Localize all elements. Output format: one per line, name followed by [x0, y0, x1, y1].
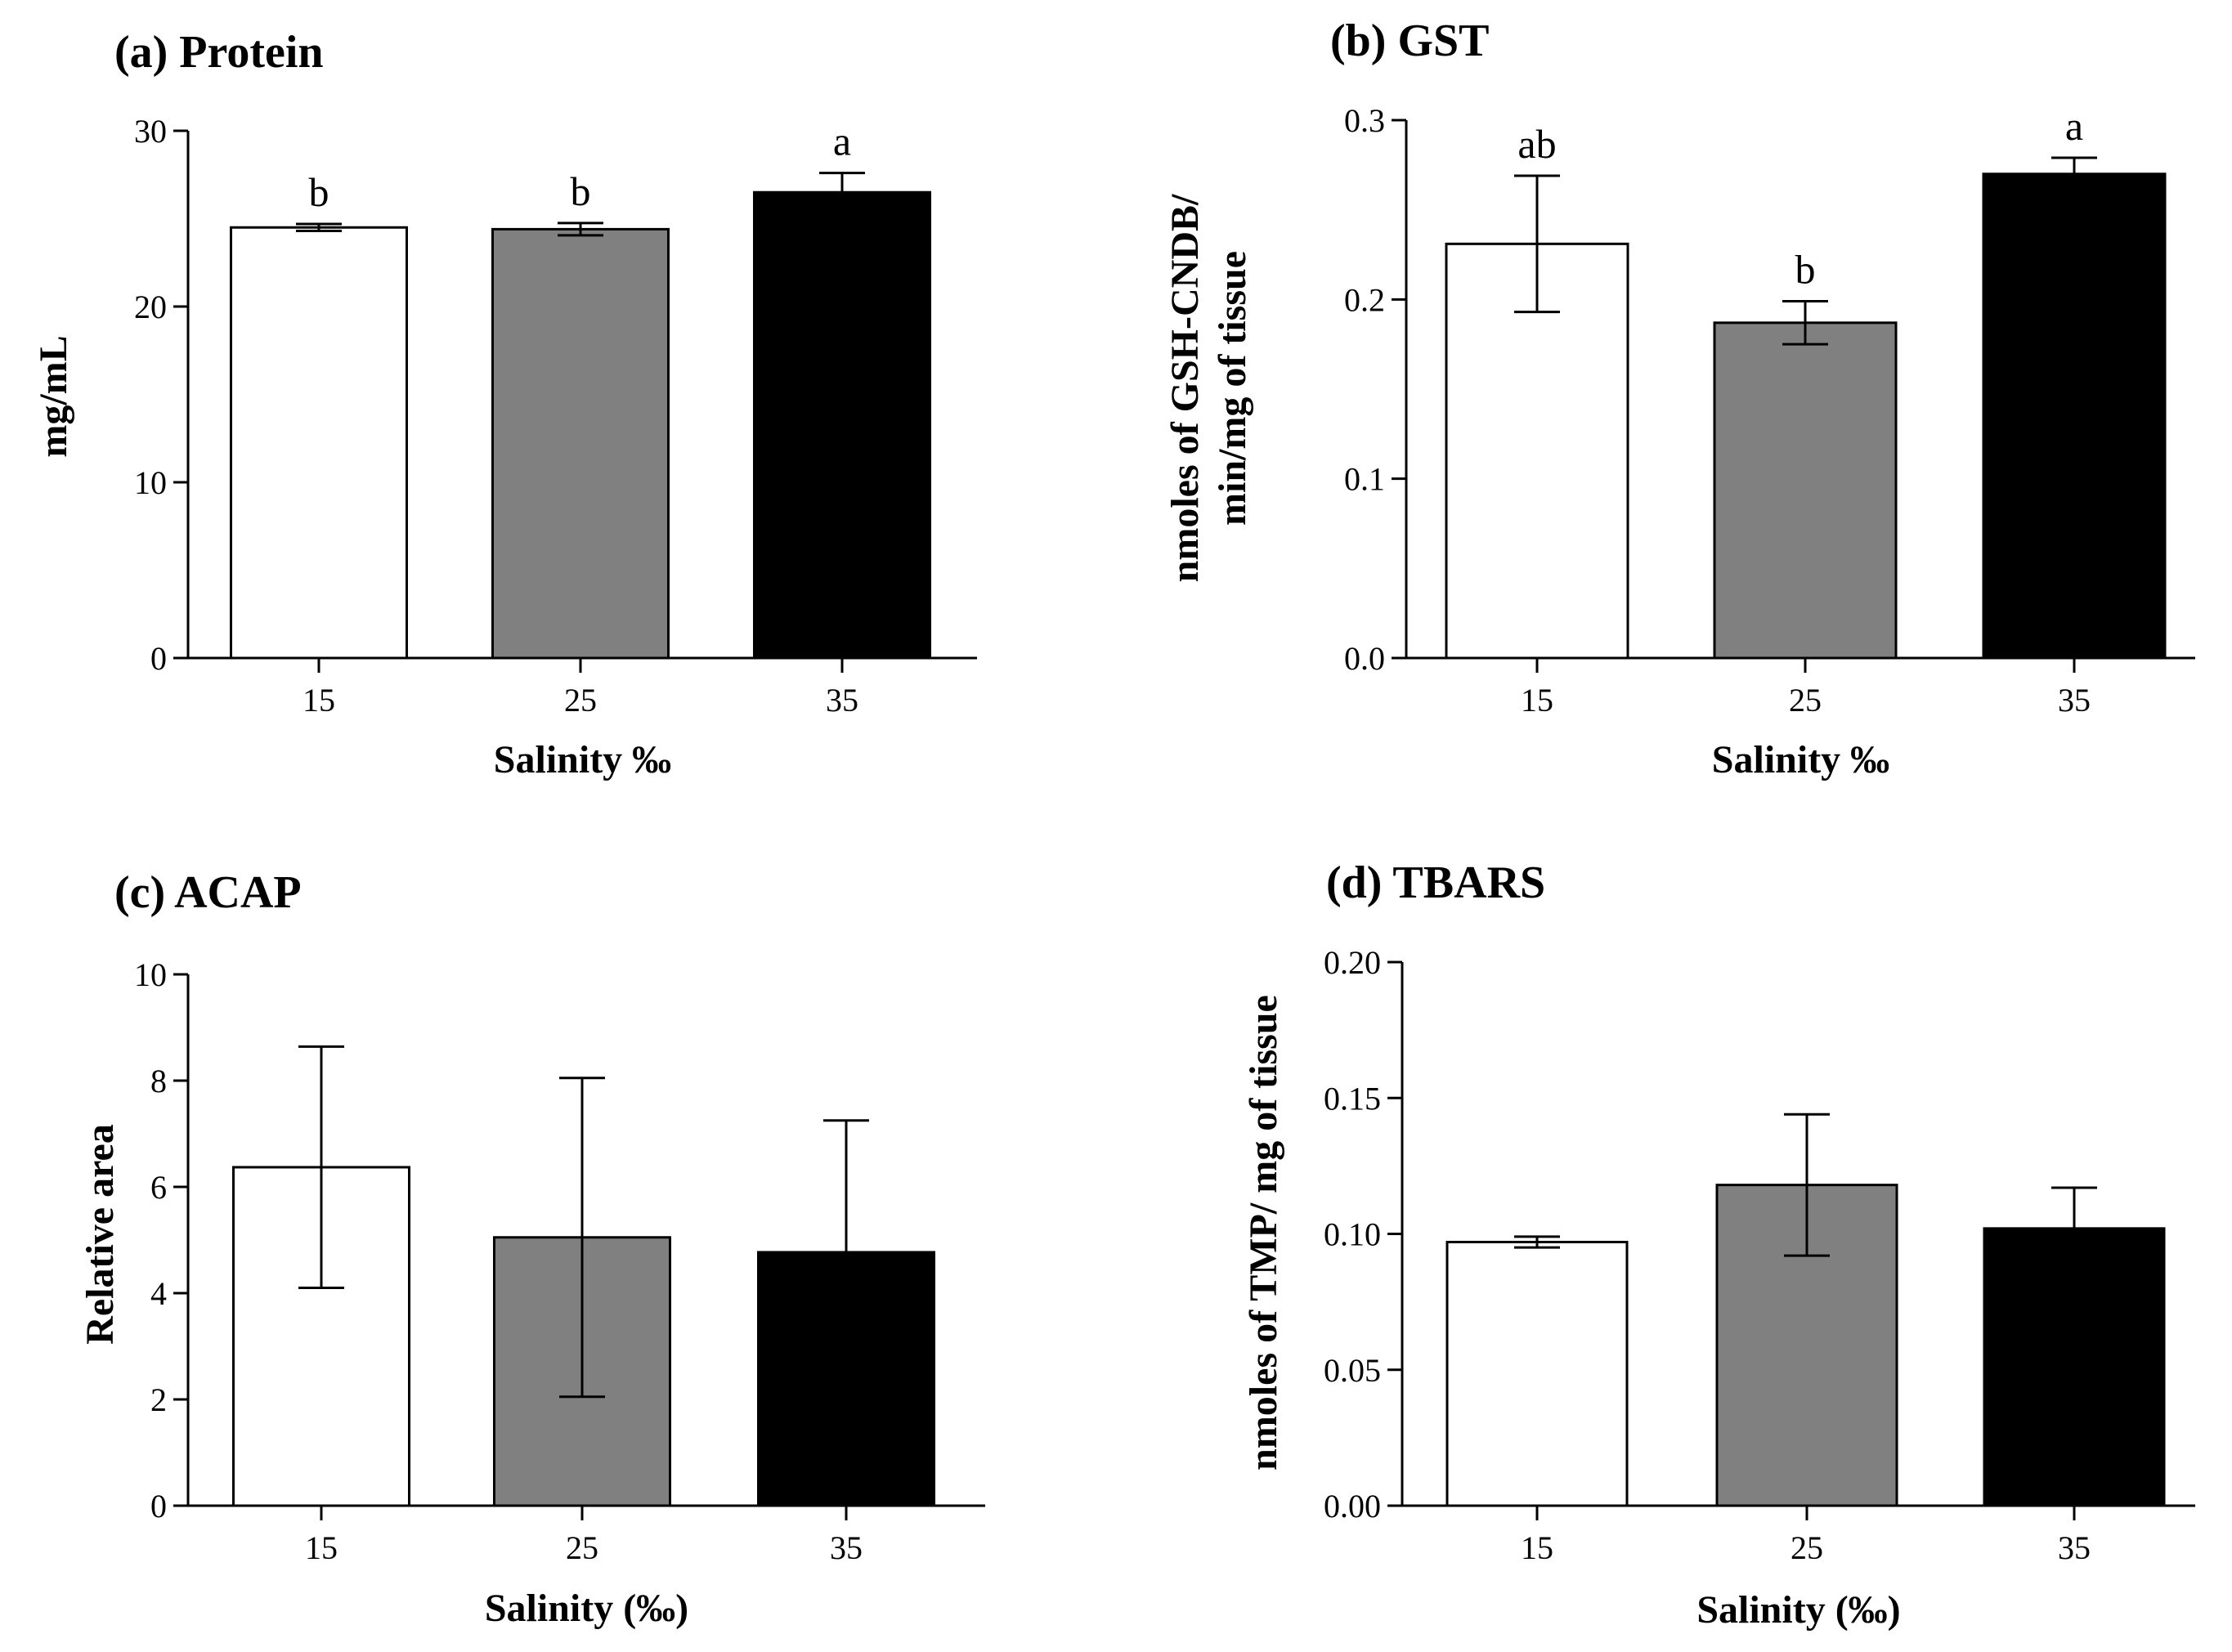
y-tick-label: 0.10	[1324, 1216, 1381, 1253]
chart-panel-b: (b) GST 0.0 0.1 0.2 0.3 15 ab 25 b 35 a Salinity ‰ n…	[1163, 16, 2195, 781]
chart-panel-d: (d) TBARS 0.00 0.05 0.10 0.15 0.20 15 25 35 Salin…	[1242, 857, 2195, 1632]
bar-35	[1983, 1227, 2166, 1507]
chart-title: (a) Protein	[114, 27, 324, 78]
y-axis-label: mg/mL	[32, 335, 75, 457]
y-tick-label: 30	[134, 113, 167, 150]
y-tick-label: 10	[134, 464, 167, 501]
y-axis-label: nmoles of TMP/ mg of tissue	[1242, 995, 1285, 1471]
y-tick-label: 0.2	[1344, 281, 1385, 318]
chart-title: (b) GST	[1330, 16, 1490, 66]
x-axis-label: Salinity ‰	[494, 738, 671, 781]
y-tick-label: 0	[150, 1488, 167, 1524]
x-tick-label: 35	[2058, 1529, 2091, 1566]
chart-title: (c) ACAP	[114, 867, 302, 918]
y-tick-label: 0.00	[1324, 1488, 1381, 1524]
y-axis-label: Relative area	[78, 1124, 122, 1345]
y-tick-label: 0.20	[1324, 944, 1381, 981]
x-tick-label: 15	[1521, 1529, 1553, 1566]
y-tick-label: 4	[150, 1275, 167, 1312]
x-tick-label: 35	[830, 1529, 863, 1566]
y-tick-label: 6	[150, 1169, 167, 1206]
bar-35	[753, 190, 931, 660]
x-tick-label: 15	[303, 682, 335, 719]
x-axis-label: Salinity ‰	[1712, 738, 1889, 781]
y-tick-label: 0.0	[1344, 640, 1385, 677]
x-tick-label: 15	[1521, 682, 1553, 719]
y-axis-label-line: Relative area	[78, 1124, 122, 1345]
chart-panel-c: (c) ACAP 0 2 4 6 8 10 15 25 35 Salinity (‰) Relativ…	[78, 867, 985, 1630]
y-axis-label-line: mg/mL	[32, 335, 75, 457]
bar-25	[1713, 321, 1898, 660]
bar-15	[230, 226, 408, 660]
x-axis-label: Salinity (‰)	[485, 1587, 688, 1630]
x-tick-label: 25	[566, 1529, 598, 1566]
bar-25	[491, 227, 670, 660]
y-axis-label-line: min/mg of tissue	[1211, 251, 1254, 526]
y-tick-label: 8	[150, 1063, 167, 1099]
bar-25	[1715, 1184, 1898, 1507]
y-tick-label: 0.3	[1344, 102, 1385, 139]
y-tick-label: 0	[150, 640, 167, 677]
y-tick-label: 2	[150, 1381, 167, 1418]
y-axis-label-line: nmoles of TMP/ mg of tissue	[1242, 995, 1285, 1471]
bar-15	[1445, 1240, 1629, 1507]
y-tick-label: 20	[134, 289, 167, 325]
y-tick-label: 0.15	[1324, 1080, 1381, 1117]
y-axis-label-line: nmoles of GSH-CNDB/	[1163, 194, 1207, 582]
chart-panel-a: (a) Protein 0 10 20 30 15 b 25 b 35 a Salinity ‰ mg/…	[32, 27, 977, 781]
x-tick-label: 25	[1791, 1529, 1823, 1566]
bar-35	[1982, 172, 2167, 660]
x-tick-label: 35	[2058, 682, 2091, 719]
x-axis-label: Salinity (‰)	[1696, 1588, 1900, 1632]
chart-title: (d) TBARS	[1326, 857, 1545, 908]
significance-label: ab	[1517, 121, 1556, 167]
x-tick-label: 25	[1789, 682, 1822, 719]
y-tick-label: 0.1	[1344, 461, 1385, 498]
y-tick-label: 10	[134, 956, 167, 993]
x-tick-label: 35	[826, 682, 858, 719]
x-tick-label: 15	[305, 1529, 338, 1566]
significance-label: a	[2065, 103, 2083, 149]
x-tick-label: 25	[564, 682, 597, 719]
y-axis-label: nmoles of GSH-CNDB/min/mg of tissue	[1163, 194, 1254, 582]
y-tick-label: 0.05	[1324, 1352, 1381, 1389]
significance-label: b	[571, 168, 591, 214]
significance-label: b	[1795, 247, 1816, 293]
significance-label: a	[833, 119, 851, 164]
significance-label: b	[309, 169, 329, 215]
